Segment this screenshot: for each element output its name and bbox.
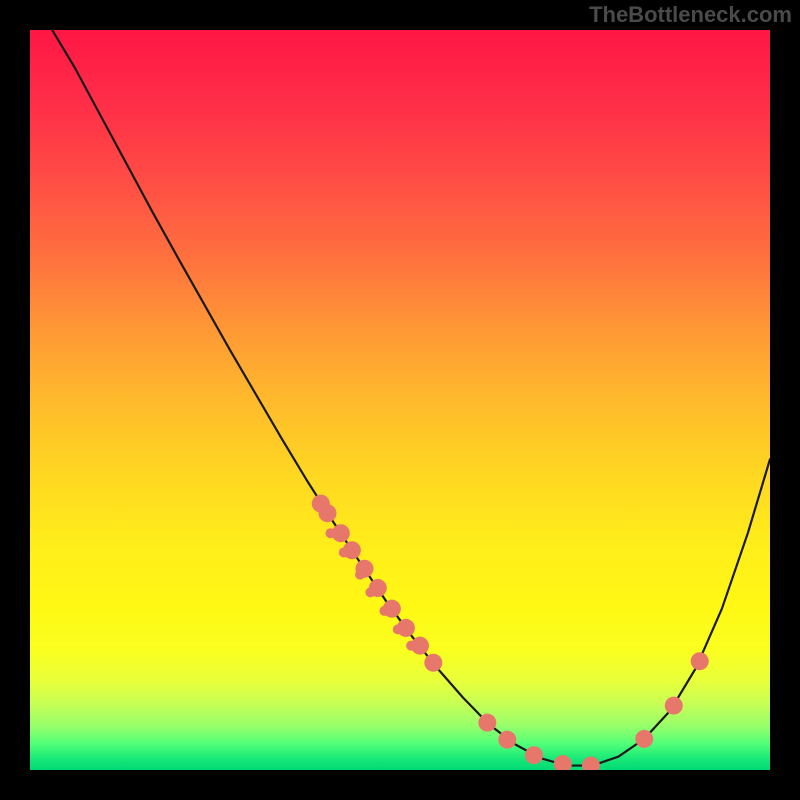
data-marker — [355, 560, 373, 578]
data-marker — [525, 746, 543, 764]
data-marker — [343, 541, 361, 559]
data-marker — [691, 652, 709, 670]
data-marker — [332, 524, 350, 542]
data-marker — [635, 730, 653, 748]
data-marker — [369, 579, 387, 597]
watermark-text: TheBottleneck.com — [589, 2, 792, 28]
data-marker — [397, 619, 415, 637]
data-marker — [665, 697, 683, 715]
chart-background — [30, 30, 770, 770]
data-marker — [498, 731, 516, 749]
chart-container — [30, 30, 770, 770]
bottleneck-chart — [30, 30, 770, 770]
data-marker — [318, 504, 336, 522]
data-marker — [478, 714, 496, 732]
data-marker — [424, 654, 442, 672]
data-marker — [411, 637, 429, 655]
data-marker — [383, 600, 401, 618]
